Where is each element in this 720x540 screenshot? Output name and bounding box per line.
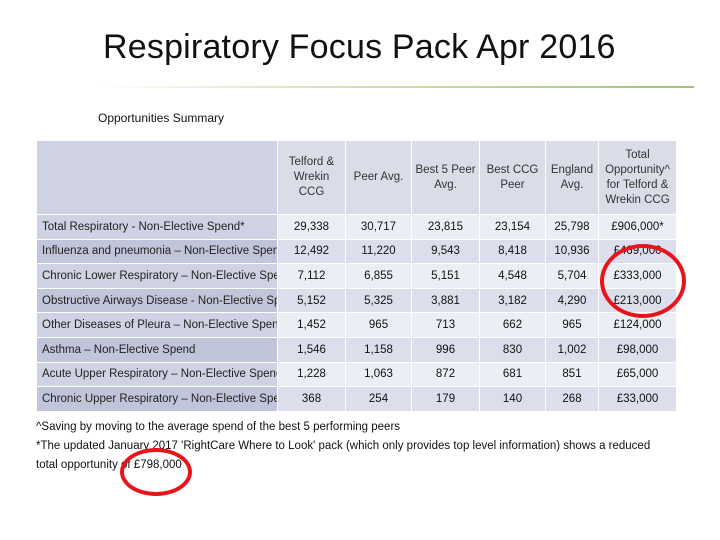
data-cell: 29,338 [277,214,346,240]
data-cell: 1,002 [545,336,599,363]
data-cell: £65,000 [598,361,677,388]
table-row: Influenza and pneumonia – Non-Elective S… [36,238,677,265]
title-underline [100,86,694,88]
data-cell: 7,112 [277,263,346,289]
row-label: Influenza and pneumonia – Non-Elective S… [36,238,278,265]
row-label: Chronic Upper Respiratory – Non-Elective… [36,386,278,412]
data-cell: 996 [411,336,480,363]
data-cell: 23,815 [411,214,480,240]
data-cell: 662 [479,312,546,338]
data-cell: 851 [545,361,599,388]
opportunities-table: Telford & Wrekin CCG Peer Avg. Best 5 Peer… [36,140,677,412]
slide-title: Respiratory Focus Pack Apr 2016 [103,28,616,66]
data-cell: £98,000 [598,336,677,363]
data-cell: 368 [277,386,346,412]
data-cell: 25,798 [545,214,599,240]
table-header: Telford & Wrekin CCG Peer Avg. Best 5 Peer… [36,140,677,215]
table-row: Chronic Lower Respiratory – Non-Elective… [36,263,677,289]
data-cell: 4,290 [545,287,599,314]
data-cell: 1,158 [345,336,412,363]
header-cell: England Avg. [545,140,599,215]
data-cell: 4,548 [479,263,546,289]
header-cell: Peer Avg. [345,140,412,215]
data-cell: 872 [411,361,480,388]
section-subtitle: Opportunities Summary [98,111,225,125]
data-cell: 1,063 [345,361,412,388]
row-label: Acute Upper Respiratory – Non-Elective S… [36,361,278,388]
header-row: Telford & Wrekin CCG Peer Avg. Best 5 Peer… [36,140,677,215]
header-cell-blank [36,140,278,215]
highlight-circle-opportunities [600,244,686,318]
header-cell: Best 5 Peer Avg. [411,140,480,215]
row-label: Asthma – Non-Elective Spend [36,336,278,363]
data-cell: 5,151 [411,263,480,289]
data-cell: 11,220 [345,238,412,265]
highlight-circle-total [120,448,192,496]
data-cell: 9,543 [411,238,480,265]
data-cell: 6,855 [345,263,412,289]
data-cell: 681 [479,361,546,388]
data-cell: 5,325 [345,287,412,314]
data-cell: 830 [479,336,546,363]
table-body: Total Respiratory - Non-Elective Spend* 2… [36,214,677,412]
data-cell: 965 [345,312,412,338]
table-row: Asthma – Non-Elective Spend 1,546 1,158 996… [36,336,677,363]
data-cell: 10,936 [545,238,599,265]
row-label: Obstructive Airways Disease - Non-Electi… [36,287,278,314]
footnote-saving: ^Saving by moving to the average spend o… [36,421,401,433]
row-label: Chronic Lower Respiratory – Non-Elective… [36,263,278,289]
header-cell: Best CCG Peer [479,140,546,215]
table-row: Other Diseases of Pleura – Non-Elective … [36,312,677,338]
data-cell: 8,418 [479,238,546,265]
row-label: Other Diseases of Pleura – Non-Elective … [36,312,278,338]
data-cell: £906,000* [598,214,677,240]
data-cell: 1,546 [277,336,346,363]
data-cell: 5,152 [277,287,346,314]
header-cell: Telford & Wrekin CCG [277,140,346,215]
data-cell: 3,881 [411,287,480,314]
data-cell: 12,492 [277,238,346,265]
data-cell: £33,000 [598,386,677,412]
footnote-update: *The updated January 2017 'RightCare Whe… [36,440,651,452]
data-cell: 179 [411,386,480,412]
row-label: Total Respiratory - Non-Elective Spend* [36,214,278,240]
data-cell: 268 [545,386,599,412]
data-cell: 713 [411,312,480,338]
data-cell: 140 [479,386,546,412]
table-row: Obstructive Airways Disease - Non-Electi… [36,287,677,314]
opportunities-table-container: Telford & Wrekin CCG Peer Avg. Best 5 Peer… [36,140,677,412]
table-row: Chronic Upper Respiratory – Non-Elective… [36,386,677,412]
data-cell: 3,182 [479,287,546,314]
table-row: Acute Upper Respiratory – Non-Elective S… [36,361,677,388]
data-cell: 1,452 [277,312,346,338]
table-row: Total Respiratory - Non-Elective Spend* 2… [36,214,677,240]
header-cell: Total Opportunity^ for Telford & Wrekin … [598,140,677,215]
data-cell: 30,717 [345,214,412,240]
data-cell: 1,228 [277,361,346,388]
data-cell: 23,154 [479,214,546,240]
data-cell: 965 [545,312,599,338]
data-cell: 254 [345,386,412,412]
data-cell: 5,704 [545,263,599,289]
